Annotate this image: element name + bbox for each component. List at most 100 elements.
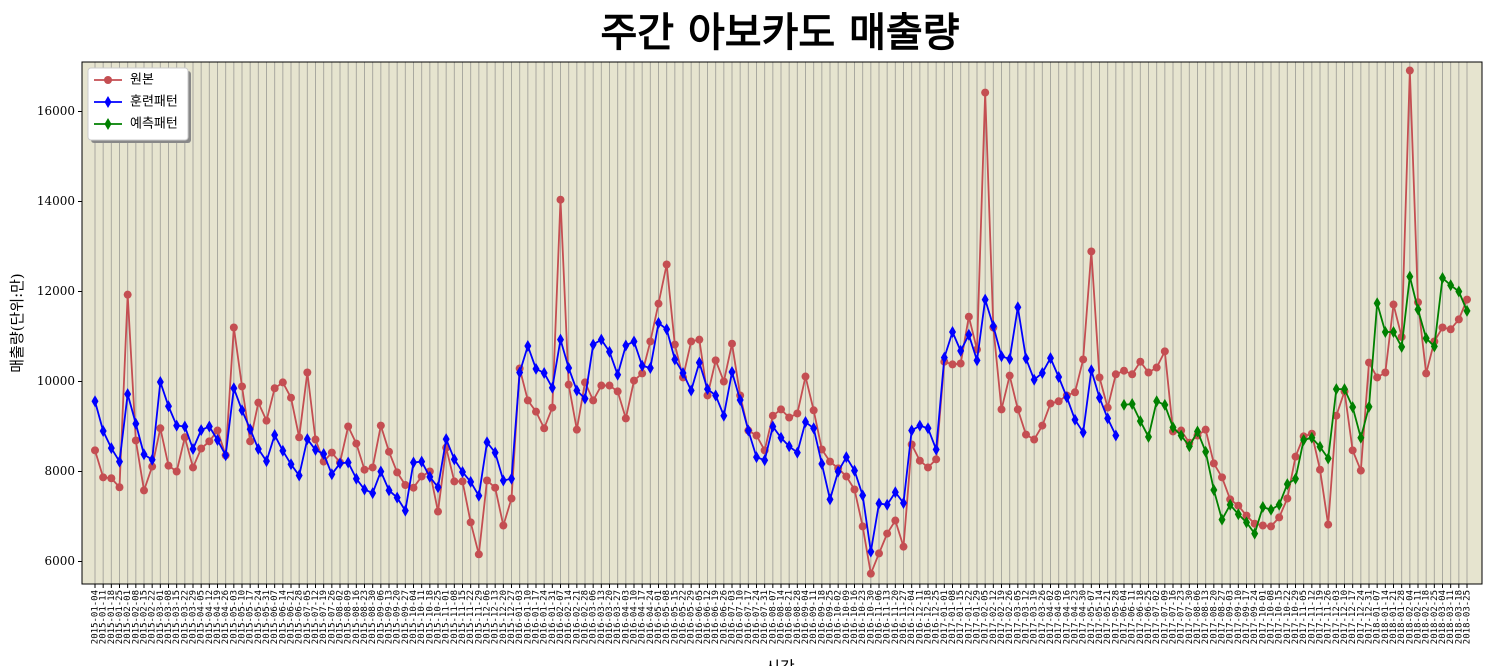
data-point <box>115 483 124 492</box>
data-point <box>785 413 794 422</box>
data-point <box>1365 358 1373 367</box>
x-tick-label: 2016-02-14 <box>564 590 574 644</box>
data-point <box>262 416 271 425</box>
plot-frame <box>81 61 1483 585</box>
x-tick-label: 2016-05-29 <box>687 590 697 644</box>
data-point <box>499 474 507 487</box>
data-point <box>704 383 711 396</box>
data-point <box>1357 431 1365 444</box>
y-tick-label: 12000 <box>37 284 75 298</box>
x-tick-label: 2017-04-09 <box>1054 590 1064 644</box>
x-tick-label: 2015-03-22 <box>180 590 190 644</box>
data-point <box>981 293 989 306</box>
data-point <box>459 465 466 478</box>
data-point <box>1103 403 1112 412</box>
data-point <box>1079 355 1088 364</box>
x-tick-label: 2017-03-12 <box>1022 590 1032 644</box>
data-point <box>662 260 671 269</box>
x-tick-label: 2018-02-25 <box>1430 590 1440 644</box>
x-tick-label: 2017-01-08 <box>948 590 958 644</box>
data-point <box>311 435 320 444</box>
data-point <box>131 436 140 445</box>
data-point <box>565 362 573 374</box>
data-point <box>646 362 654 374</box>
x-tick-label: 2017-09-10 <box>1234 590 1244 644</box>
data-point <box>238 382 246 391</box>
x-tick-label: 2018-02-11 <box>1414 590 1424 644</box>
data-point <box>1006 353 1014 365</box>
x-tick-label: 2016-11-13 <box>883 590 893 644</box>
x-tick-label: 2016-08-07 <box>768 590 778 644</box>
x-tick-label: 2016-05-01 <box>654 590 664 644</box>
x-tick-label: 2015-06-28 <box>295 590 305 644</box>
data-point <box>164 461 173 470</box>
data-point <box>695 356 703 369</box>
x-tick-label: 2017-10-08 <box>1267 590 1277 644</box>
data-point <box>140 486 148 495</box>
data-point <box>1013 405 1022 414</box>
x-tick-label: 2017-05-14 <box>1095 590 1105 644</box>
data-point <box>156 424 165 433</box>
data-point <box>295 433 304 442</box>
x-tick-label: 2016-03-27 <box>613 590 623 644</box>
x-tick-label: 2016-04-10 <box>630 590 640 644</box>
x-tick-label: 2018-03-04 <box>1438 590 1448 644</box>
data-point <box>859 489 867 502</box>
data-point <box>671 353 679 366</box>
x-tick-label: 2015-02-08 <box>131 590 141 644</box>
x-tick-label: 2015-06-21 <box>287 590 297 644</box>
data-point <box>744 424 752 437</box>
x-tick-label: 2016-02-21 <box>572 590 582 644</box>
data-point <box>508 472 515 485</box>
data-point <box>467 475 475 488</box>
data-point <box>1136 357 1145 366</box>
data-point <box>312 443 319 456</box>
data-point <box>1332 383 1340 396</box>
data-point <box>91 446 99 455</box>
x-tick-label: 2017-02-19 <box>997 590 1007 644</box>
data-point <box>1439 272 1446 284</box>
data-point <box>1218 473 1226 482</box>
data-point <box>1447 279 1455 292</box>
x-tick-label: 2015-04-19 <box>213 590 223 644</box>
x-tick-label: 2015-04-05 <box>197 590 207 644</box>
data-point <box>328 468 336 481</box>
data-point <box>1022 352 1030 365</box>
data-point <box>711 356 720 365</box>
data-point <box>303 433 311 446</box>
data-point <box>124 388 132 401</box>
x-tick-label: 2015-11-29 <box>474 590 484 644</box>
x-tick-label: 2016-01-31 <box>548 590 558 644</box>
legend-label: 예측패턴 <box>130 117 178 132</box>
data-point <box>1291 452 1300 461</box>
x-tick-label: 2015-09-20 <box>393 590 403 644</box>
data-point <box>483 436 491 449</box>
data-point <box>908 424 916 437</box>
x-tick-label: 2017-06-11 <box>1128 590 1138 644</box>
data-point <box>777 431 785 444</box>
x-tick-label: 2017-02-12 <box>989 590 999 644</box>
data-point <box>116 455 123 468</box>
x-tick-label: 2015-12-27 <box>507 590 517 644</box>
data-point <box>695 335 704 344</box>
x-tick-label: 2015-02-22 <box>148 590 158 644</box>
x-tick-label: 2017-09-24 <box>1250 590 1260 644</box>
data-point <box>466 518 475 527</box>
data-point <box>1316 465 1324 474</box>
data-point <box>1071 388 1079 397</box>
x-tick-label: 2016-11-27 <box>899 590 909 644</box>
data-point <box>1046 399 1055 408</box>
x-tick-label: 2017-05-28 <box>1111 590 1121 644</box>
data-point <box>875 497 883 510</box>
x-tick-label: 2017-12-10 <box>1340 590 1350 644</box>
x-tick-label: 2016-10-23 <box>858 590 868 644</box>
x-tick-label: 2015-01-11 <box>99 590 109 644</box>
data-point <box>303 368 312 377</box>
data-point <box>589 396 598 405</box>
x-tick-label: 2017-06-25 <box>1144 590 1154 644</box>
data-point <box>793 409 802 418</box>
data-point <box>940 351 948 364</box>
x-tick-label: 2017-01-01 <box>940 590 950 644</box>
data-point <box>246 437 255 446</box>
legend-label: 원본 <box>130 73 154 88</box>
